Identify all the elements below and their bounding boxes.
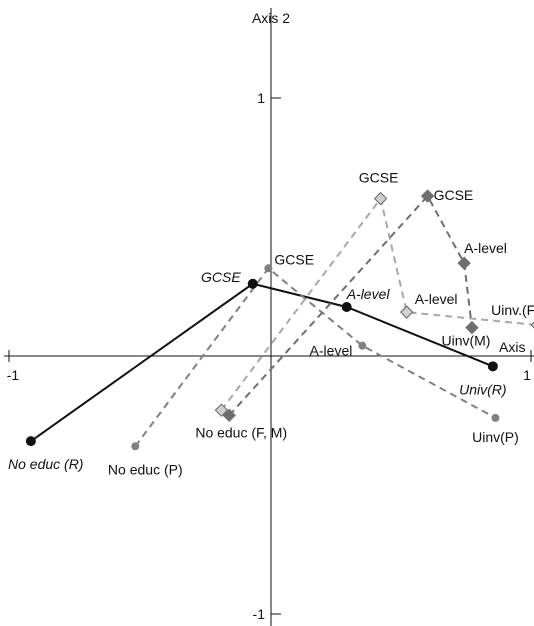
series-line-P — [134, 266, 496, 447]
point-label-F: A-level — [415, 291, 458, 307]
point-P — [264, 264, 273, 273]
point-R — [341, 301, 352, 312]
point-P — [358, 341, 367, 350]
point-label-R: A-level — [346, 286, 391, 302]
point-M — [465, 320, 479, 335]
point-M — [457, 256, 471, 270]
series-lines — [30, 194, 534, 447]
point-labels: No educ (R) GCSE A-level Univ(R) No educ (P)… — [8, 170, 534, 478]
point-label-M: Uinv(M) — [441, 333, 490, 349]
x-tick-label: -1 — [7, 367, 20, 383]
point-F — [400, 305, 414, 319]
point-label-M: A-level — [464, 240, 507, 256]
point-label-M: GCSE — [434, 187, 474, 203]
axes: Axis 2 Axis — [4, 8, 534, 626]
point-label-R: GCSE — [201, 269, 241, 285]
x-tick-label: 1 — [523, 367, 531, 383]
series-line-M — [228, 194, 473, 417]
y-tick-label: -1 — [253, 606, 266, 622]
point-label-R: Univ(R) — [459, 381, 506, 397]
x-axis-label: Axis — [499, 339, 525, 355]
point-M — [420, 189, 435, 203]
series-line-F — [220, 196, 534, 411]
point-P — [491, 413, 500, 422]
series-points — [25, 189, 534, 451]
series-line-R — [30, 282, 494, 442]
point-R — [247, 278, 258, 289]
point-label-P: A-level — [310, 343, 353, 359]
point-label-F: Uinv.(F — [491, 302, 534, 318]
point-F — [530, 321, 534, 329]
point-label-P: No educ (P) — [108, 461, 183, 477]
y-axis-label: Axis 2 — [252, 10, 290, 26]
point-label-P: Uinv(P) — [472, 429, 519, 445]
point-M — [222, 408, 236, 423]
axis-ticks: 1 -1 -1 1 — [7, 90, 532, 622]
point-R — [25, 436, 36, 447]
point-R — [487, 361, 498, 372]
point-label-R: No educ (R) — [8, 456, 83, 472]
point-label-F: GCSE — [359, 170, 399, 186]
point-P — [131, 442, 140, 451]
point-F — [373, 191, 388, 206]
point-F — [214, 403, 229, 417]
point-label-P: GCSE — [274, 251, 314, 267]
point-label-M: No educ (F, M) — [195, 424, 287, 440]
y-tick-label: 1 — [257, 90, 265, 106]
